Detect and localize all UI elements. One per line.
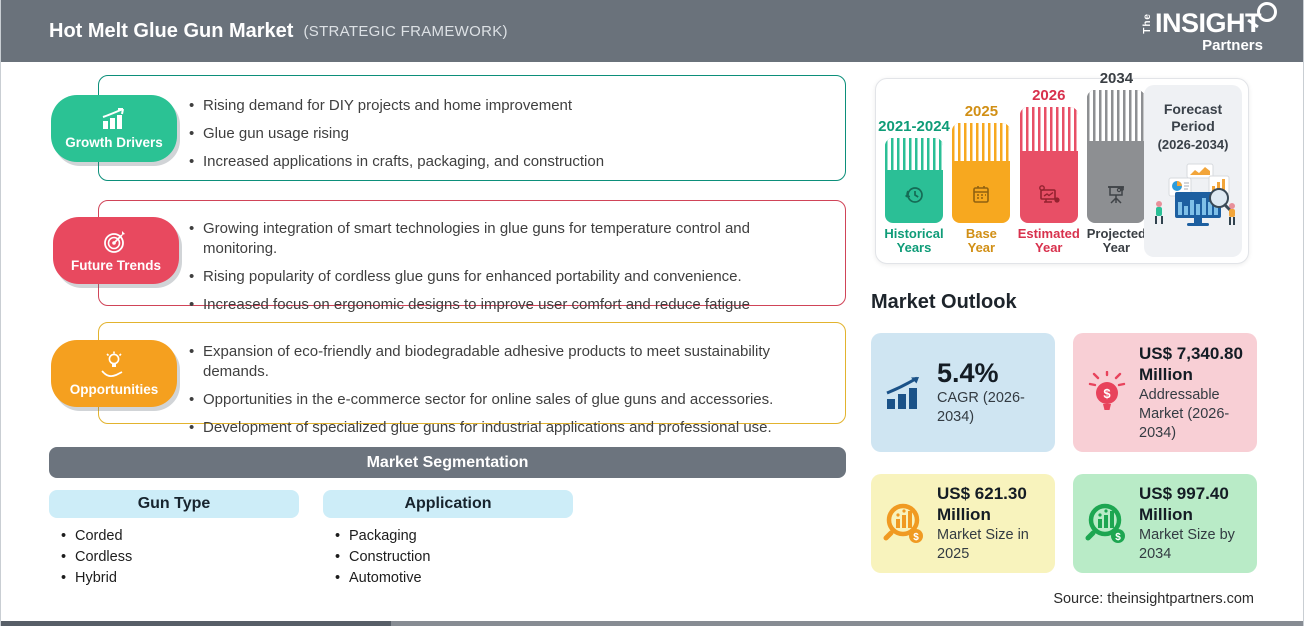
header-bar: Hot Melt Glue Gun Market (STRATEGIC FRAM… <box>1 0 1303 62</box>
market-outlook-heading: Market Outlook <box>871 291 1017 313</box>
year-label: 2025 <box>964 103 999 120</box>
timeline-card: 2021-2024 Historical Years 2025 <box>875 70 1249 264</box>
calendar-icon <box>973 186 990 203</box>
list-item: Expansion of eco-friendly and biodegrada… <box>187 342 787 382</box>
base-year-bar <box>952 123 1011 223</box>
year-label: 2034 <box>1099 70 1134 87</box>
cagr-label: CAGR (2026-2034) <box>937 390 1025 425</box>
market-size-2034-value: US$ 997.40 Million <box>1139 484 1229 524</box>
list-item: Rising demand for DIY projects and home … <box>187 96 807 116</box>
list-item: Opportunities in the e-commerce sector f… <box>187 390 787 410</box>
svg-text:$: $ <box>1115 532 1121 543</box>
addressable-market-value: US$ 7,340.80 Million <box>1139 343 1243 384</box>
list-item: Rising popularity of cordless glue guns … <box>187 267 767 287</box>
magnifier-bars-coin-icon: $ <box>883 503 923 543</box>
market-size-2025-label: Market Size in 2025 <box>937 527 1029 562</box>
future-trends-list: Growing integration of smart technologie… <box>187 219 767 323</box>
base-year-column: 2025 Base Year <box>952 103 1011 257</box>
analytics-illustration <box>1155 163 1235 226</box>
gun-type-header: Gun Type <box>49 490 299 518</box>
bar-caption: Base Year <box>965 226 997 255</box>
cagr-value: 5.4% <box>937 358 999 388</box>
addressable-market-label: Addressable Market (2026-2034) <box>1139 386 1230 441</box>
estimated-year-column: 2026 Estimated Year <box>1017 87 1080 257</box>
svg-text:$: $ <box>1103 386 1111 401</box>
insight-partners-logo: The INSIGHT Partners <box>1141 1 1277 54</box>
clock-history-icon <box>905 187 923 203</box>
trend-bars-arrow-icon <box>886 376 919 409</box>
page-title: Hot Melt Glue Gun Market <box>49 19 294 42</box>
bottom-strip-right <box>391 621 1303 626</box>
list-item: Increased focus on ergonomic designs to … <box>187 295 767 315</box>
logo-insight-text: INSIGHT <box>1154 7 1262 38</box>
market-size-2025-value: US$ 621.30 Million <box>937 484 1027 524</box>
bar-caption: Historical Years <box>884 226 944 255</box>
market-size-2025-card: $ US$ 621.30 Million Market Size in 2025 <box>871 474 1055 573</box>
growth-drivers-badge: Growth Drivers <box>51 95 177 162</box>
projected-year-bar <box>1087 90 1146 223</box>
year-label: 2021-2024 <box>878 118 950 135</box>
svg-text:$: $ <box>913 532 919 543</box>
source-attribution: Source: theinsightpartners.com <box>1053 591 1254 607</box>
list-item: Growing integration of smart technologie… <box>187 219 767 259</box>
timeline-bars: 2021-2024 Historical Years 2025 <box>878 70 1146 257</box>
projector-screen-icon <box>1108 186 1125 204</box>
list-item: Glue gun usage rising <box>187 124 807 144</box>
forecast-period-label: Forecast Period <box>1163 101 1223 134</box>
logo-the-text: The <box>1141 12 1153 34</box>
bulb-hand-icon <box>101 351 123 378</box>
list-item: Cordless <box>61 547 132 568</box>
forecast-period-panel: Forecast Period (2026-2034) <box>1144 85 1242 257</box>
bottom-strip-left <box>1 621 391 626</box>
page-subtitle: (STRATEGIC FRAMEWORK) <box>303 22 508 40</box>
opportunities-list: Expansion of eco-friendly and biodegrada… <box>187 342 787 446</box>
cagr-card: 5.4% CAGR (2026-2034) <box>871 333 1055 452</box>
addressable-market-card: $ US$ 7,340.80 Million Addressable Marke… <box>1073 333 1257 452</box>
list-item: Packaging <box>335 526 430 547</box>
monitor-gear-icon <box>1038 185 1060 203</box>
magnifying-glass-icon <box>1257 1 1277 22</box>
opportunities-label: Opportunities <box>69 382 159 397</box>
target-dart-icon <box>104 231 125 253</box>
historical-years-column: 2021-2024 Historical Years <box>878 118 950 257</box>
logo-partners-text: Partners <box>1202 36 1263 54</box>
list-item: Hybrid <box>61 568 132 589</box>
future-trends-label: Future Trends <box>70 258 161 273</box>
bulb-dollar-icon: $ <box>1088 370 1126 410</box>
list-item: Increased applications in crafts, packag… <box>187 152 807 172</box>
list-item: Construction <box>335 547 430 568</box>
forecast-period-range: (2026-2034) <box>1157 137 1229 152</box>
market-size-2034-card: $ US$ 997.40 Million Market Size by 2034 <box>1073 474 1257 573</box>
list-item: Corded <box>61 526 132 547</box>
projected-year-column: 2034 Projected Year <box>1087 70 1146 257</box>
list-item: Development of specialized glue guns for… <box>187 418 787 438</box>
market-size-2034-label: Market Size by 2034 <box>1139 527 1235 562</box>
market-segmentation-title: Market Segmentation <box>366 453 529 471</box>
growth-drivers-list: Rising demand for DIY projects and home … <box>187 96 807 180</box>
opportunities-badge: Opportunities <box>51 340 177 407</box>
application-list: Packaging Construction Automotive <box>335 526 430 589</box>
application-header: Application <box>323 490 573 518</box>
market-segmentation-bar: Market Segmentation <box>49 447 846 478</box>
market-outlook-cards: 5.4% CAGR (2026-2034) $ US$ 7,340.80 Mil… <box>871 333 1257 573</box>
estimated-year-bar <box>1019 107 1078 223</box>
bar-caption: Projected Year <box>1086 226 1146 255</box>
growth-drivers-label: Growth Drivers <box>65 135 163 150</box>
future-trends-badge: Future Trends <box>53 217 179 284</box>
gun-type-list: Corded Cordless Hybrid <box>61 526 132 589</box>
growth-bars-arrow-icon <box>102 108 124 129</box>
year-label: 2026 <box>1032 87 1066 104</box>
historical-bar <box>885 138 943 223</box>
bar-caption: Estimated Year <box>1017 226 1080 255</box>
list-item: Automotive <box>335 568 430 589</box>
magnifier-bars-coin-icon: $ <box>1085 503 1125 543</box>
